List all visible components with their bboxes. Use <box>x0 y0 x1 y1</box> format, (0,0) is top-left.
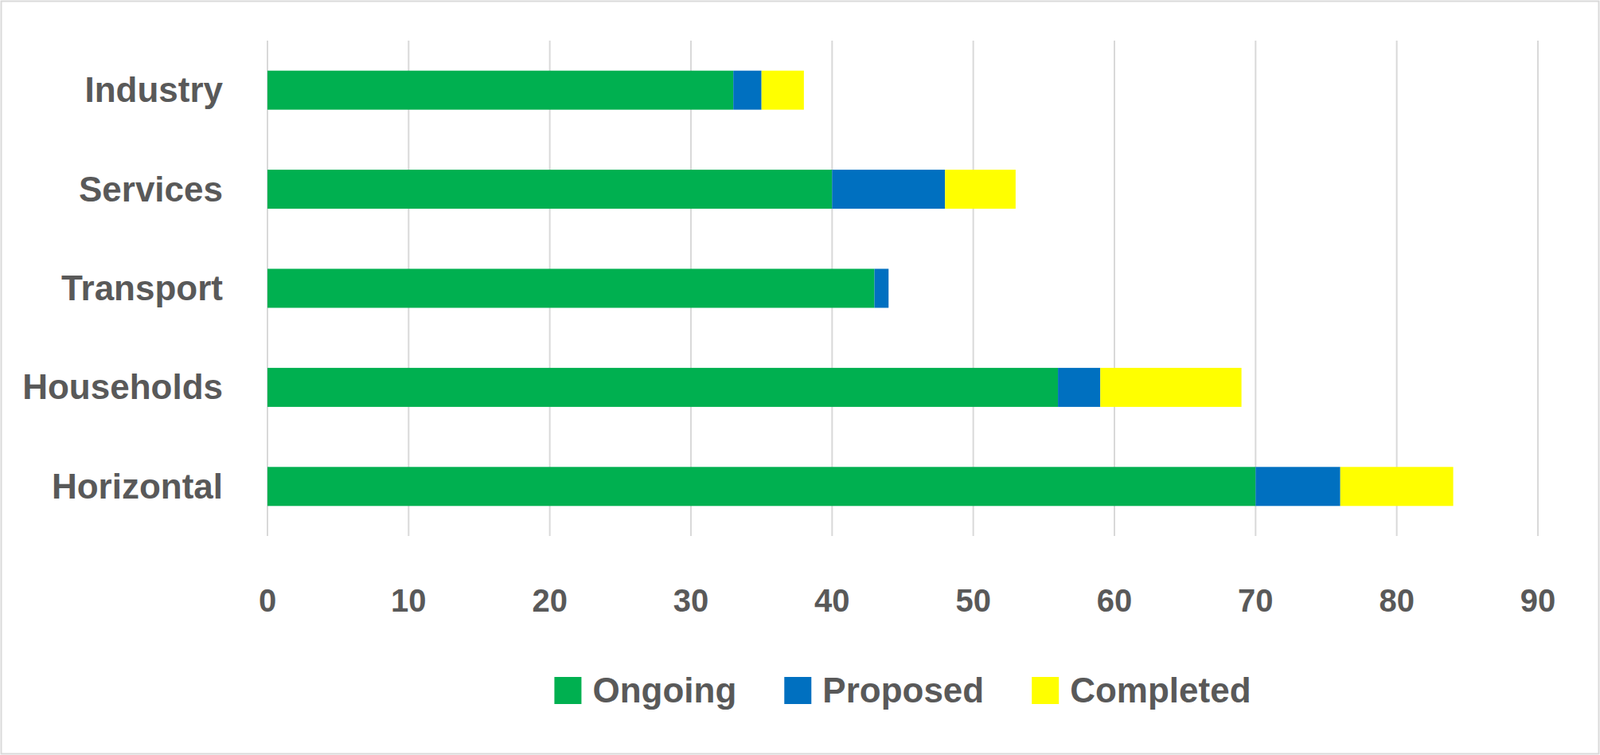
bars <box>267 70 1454 507</box>
x-tick-label: 20 <box>531 582 568 618</box>
legend-label: Completed <box>1069 670 1251 710</box>
grid-line <box>1254 40 1257 536</box>
grid <box>267 40 1538 536</box>
chart-frame <box>1 1 1600 754</box>
category-label: Horizontal <box>51 466 223 506</box>
x-tick-label: 40 <box>814 582 851 618</box>
bar-segment <box>267 269 875 309</box>
chart: 0 10 20 30 40 50 60 70 80 90 Industry Services Trans… <box>0 0 1600 755</box>
grid-line <box>1537 40 1539 536</box>
bar-segment <box>1255 466 1340 506</box>
category-label: Services <box>78 169 223 209</box>
x-tick-label: 60 <box>1096 582 1133 618</box>
category-label: Industry <box>84 70 223 110</box>
bar-segment <box>1100 367 1241 407</box>
bar-segment <box>874 269 890 309</box>
bar-segment <box>1340 466 1454 506</box>
grid-line <box>972 40 975 536</box>
x-tick-label: 50 <box>955 582 992 618</box>
bar-segment <box>761 70 804 110</box>
bar-segment <box>267 70 734 110</box>
legend-swatch <box>784 676 812 704</box>
legend-label: Proposed <box>822 670 984 710</box>
legend-label: Ongoing <box>592 670 737 710</box>
bar-segment <box>733 70 761 110</box>
bar-segment <box>944 169 1016 209</box>
bar-segment <box>1057 367 1101 407</box>
grid-line <box>1113 40 1116 536</box>
bar-segment <box>267 169 832 209</box>
x-tick-label: 30 <box>673 582 710 618</box>
bar-segment <box>888 269 890 309</box>
x-tick-label: 90 <box>1520 582 1557 618</box>
category-label: Transport <box>61 268 223 308</box>
x-tick-label: 0 <box>258 582 277 618</box>
x-tick-label: 70 <box>1237 582 1274 618</box>
bar-segment <box>267 466 1256 506</box>
legend: Ongoing Proposed Completed <box>554 670 1251 710</box>
bar-segment <box>267 367 1058 407</box>
legend-swatch <box>1031 676 1059 704</box>
grid-line <box>1396 40 1398 536</box>
bar-segment <box>831 169 945 209</box>
x-tick-label: 10 <box>390 582 427 618</box>
legend-swatch <box>554 676 582 704</box>
category-label: Households <box>22 366 223 406</box>
x-tick-label: 80 <box>1378 582 1415 618</box>
